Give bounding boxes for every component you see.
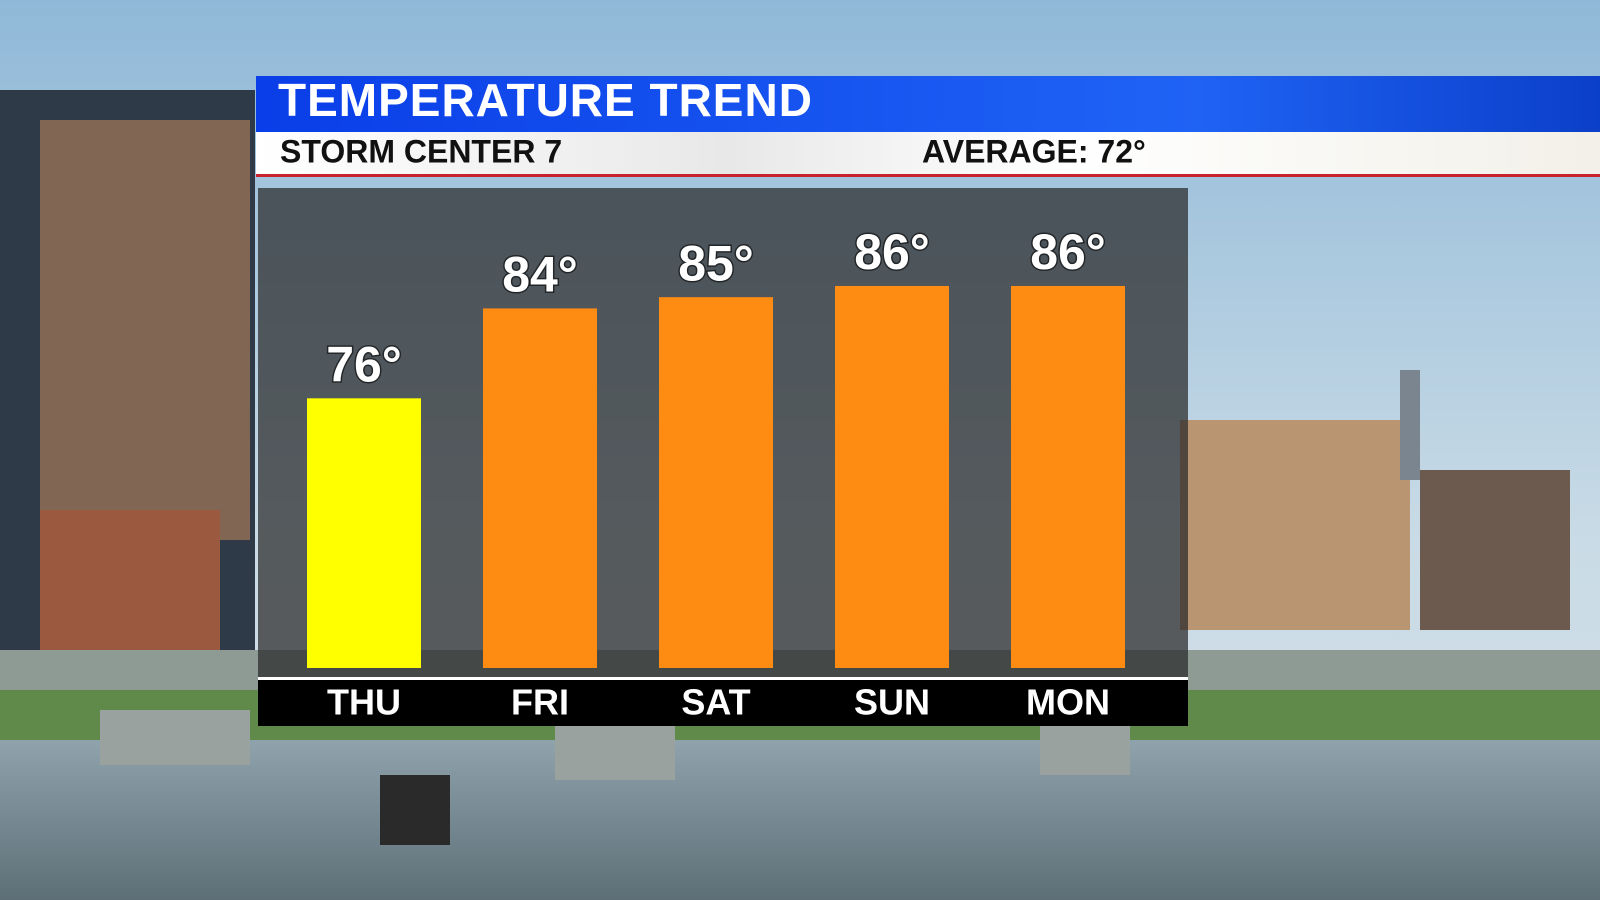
chart-title: TEMPERATURE TREND: [278, 74, 813, 126]
x-tick-label: FRI: [511, 682, 569, 723]
bar: [659, 297, 773, 668]
value-label: 86°: [854, 224, 930, 280]
bar: [1011, 285, 1125, 668]
x-tick-label: MON: [1026, 682, 1110, 723]
value-label: 85°: [678, 235, 754, 291]
value-label: 76°: [326, 337, 402, 393]
baseline: [258, 677, 1188, 680]
value-label: 86°: [1030, 224, 1106, 280]
bar: [307, 398, 421, 668]
category-strip: [258, 680, 1188, 726]
x-tick-label: THU: [327, 682, 401, 723]
header-rule: [256, 174, 1600, 177]
value-label: 84°: [502, 247, 578, 303]
bar: [483, 308, 597, 668]
average-annotation: AVERAGE: 72°: [922, 133, 1146, 169]
x-tick-label: SUN: [854, 682, 930, 723]
bar: [835, 285, 949, 668]
title-bar: [256, 76, 1600, 132]
subtitle-bar: [256, 132, 1600, 176]
chart-subtitle: STORM CENTER 7: [280, 133, 562, 169]
x-tick-label: SAT: [681, 682, 750, 723]
